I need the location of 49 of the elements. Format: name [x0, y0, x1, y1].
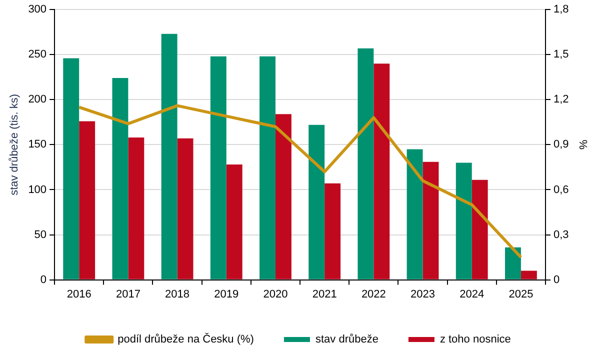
x-tick-label: 2018 [165, 288, 190, 300]
bar [505, 247, 521, 280]
bar [456, 162, 472, 280]
x-tick-label: 2016 [66, 288, 92, 300]
y2-tick-label: 0,9 [554, 138, 569, 151]
bar [472, 180, 488, 280]
y-tick-label: 0 [40, 274, 47, 286]
x-tick-label: 2017 [116, 288, 140, 300]
bar [358, 48, 374, 280]
bar [422, 162, 439, 280]
y2-tick-label: 0,6 [554, 184, 569, 196]
y2-axis-title: % [576, 140, 588, 150]
y-tick-label: 50 [34, 228, 47, 241]
bar [128, 137, 144, 280]
bar [226, 164, 242, 280]
x-tick-label: 2024 [460, 288, 484, 300]
bar [275, 114, 292, 280]
y-tick-label: 100 [28, 184, 47, 196]
y-tick-label: 300 [28, 4, 47, 16]
y2-tick-label: 1,2 [554, 94, 569, 106]
y2-tick-label: 0,3 [554, 228, 569, 241]
bar [112, 78, 128, 280]
y2-tick-label: 1,8 [554, 4, 569, 16]
x-tick-label: 2025 [508, 288, 534, 300]
legend-label: podíl drůbeže na Česku (%) [118, 332, 254, 346]
y2-tick-label: 0 [554, 274, 560, 286]
y-tick-label: 200 [28, 94, 47, 106]
bar [406, 149, 423, 280]
bar [79, 121, 96, 280]
legend-label: z toho nosnice [440, 334, 511, 346]
x-tick-label: 2020 [263, 288, 288, 300]
x-tick-label: 2023 [410, 288, 436, 300]
y-tick-label: 150 [28, 138, 47, 151]
bar [324, 183, 341, 280]
bar [260, 56, 276, 280]
bar [161, 34, 178, 280]
bar [177, 138, 194, 280]
bar [520, 270, 537, 280]
x-tick-label: 2019 [214, 288, 239, 300]
bar [308, 124, 325, 280]
legend-label: stav drůbeže [315, 334, 378, 346]
bar [63, 58, 80, 280]
bar [374, 64, 390, 280]
y2-tick-label: 1,5 [554, 48, 569, 61]
y-axis-title: stav drůbeže (tis. ks) [8, 94, 21, 196]
bar [210, 56, 226, 280]
x-tick-label: 2022 [361, 288, 386, 300]
x-tick-label: 2021 [312, 288, 337, 300]
y-tick-label: 250 [28, 48, 47, 61]
